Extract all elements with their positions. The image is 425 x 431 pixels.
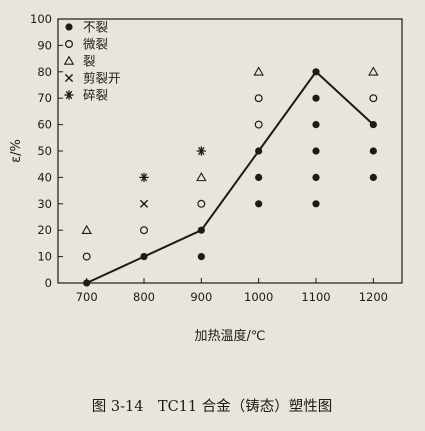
y-tick-label: 80 (37, 65, 52, 79)
point-cross (139, 199, 149, 208)
legend-marker-open-circle (64, 39, 73, 48)
y-tick-label: 10 (37, 250, 52, 264)
point-open-circle (254, 120, 263, 129)
x-tick-label: 800 (133, 290, 155, 304)
point-open-circle (197, 199, 206, 208)
y-tick-label: 0 (45, 276, 52, 290)
x-axis-ticks: 700 800 900 1000 1100 1200 (76, 278, 388, 304)
point-open-triangle (196, 171, 207, 182)
point-open-circle (82, 252, 91, 261)
legend-item: 碎裂 (64, 88, 108, 103)
legend-item: 裂 (63, 54, 96, 69)
point-open-circle (140, 226, 149, 235)
legend-label: 碎裂 (83, 88, 108, 103)
point-filled-circle (255, 147, 263, 155)
point-filled-circle (255, 173, 263, 181)
legend-marker-open-triangle (63, 55, 75, 65)
plot-frame (57, 18, 403, 284)
point-filled-circle (312, 147, 320, 155)
legend-item: 不裂 (65, 20, 108, 35)
point-open-triangle (368, 66, 379, 76)
point-open-triangle (81, 224, 92, 234)
figure-caption: 图 3-14 TC11 合金（铸态）塑性图 (92, 398, 333, 415)
x-tick-label: 700 (76, 290, 98, 304)
point-filled-circle (369, 147, 377, 155)
y-tick-label: 20 (37, 223, 52, 237)
legend-marker-filled-circle (65, 23, 73, 31)
point-filled-circle (312, 200, 320, 208)
point-filled-circle (83, 279, 91, 287)
point-filled-circle (369, 173, 377, 181)
y-axis-label: ε/% (9, 139, 24, 163)
legend-marker-asterisk (64, 90, 74, 100)
point-open-circle (254, 94, 263, 103)
point-filled-circle (140, 253, 148, 261)
x-tick-label: 1100 (301, 290, 330, 304)
y-tick-label: 100 (30, 12, 52, 26)
point-open-circle (369, 94, 378, 103)
point-filled-circle (312, 68, 320, 76)
y-tick-label: 70 (37, 91, 52, 105)
y-tick-label: 50 (37, 144, 52, 158)
y-tick-label: 30 (37, 197, 52, 211)
plot-area (57, 18, 403, 284)
point-open-triangle (253, 66, 264, 76)
point-filled-circle (197, 253, 205, 261)
data-points (81, 66, 379, 287)
y-tick-label: 40 (37, 170, 52, 184)
legend-label: 微裂 (83, 37, 108, 52)
x-axis-label: 加热温度/℃ (195, 328, 266, 344)
x-tick-label: 1000 (244, 290, 273, 304)
boundary-line (86, 70, 375, 284)
point-filled-circle (312, 173, 320, 181)
point-asterisk (196, 146, 206, 156)
point-filled-circle (312, 94, 320, 102)
legend-item: 剪裂开 (64, 71, 121, 86)
y-tick-label: 60 (37, 118, 52, 132)
point-filled-circle (197, 226, 205, 234)
point-asterisk (139, 172, 149, 182)
y-axis-ticks: 0 10 20 30 40 50 60 70 80 90 100 (30, 12, 63, 290)
point-filled-circle (369, 121, 377, 129)
legend-label: 不裂 (83, 20, 108, 35)
point-filled-circle (312, 121, 320, 129)
x-tick-label: 1200 (359, 290, 388, 304)
legend-label: 剪裂开 (83, 71, 121, 86)
legend-label: 裂 (83, 54, 96, 69)
y-tick-label: 90 (37, 38, 52, 52)
legend-item: 微裂 (64, 37, 108, 52)
x-tick-label: 900 (190, 290, 212, 304)
legend-marker-cross (64, 73, 74, 83)
point-filled-circle (255, 200, 263, 208)
boundary-polyline (86, 70, 375, 284)
